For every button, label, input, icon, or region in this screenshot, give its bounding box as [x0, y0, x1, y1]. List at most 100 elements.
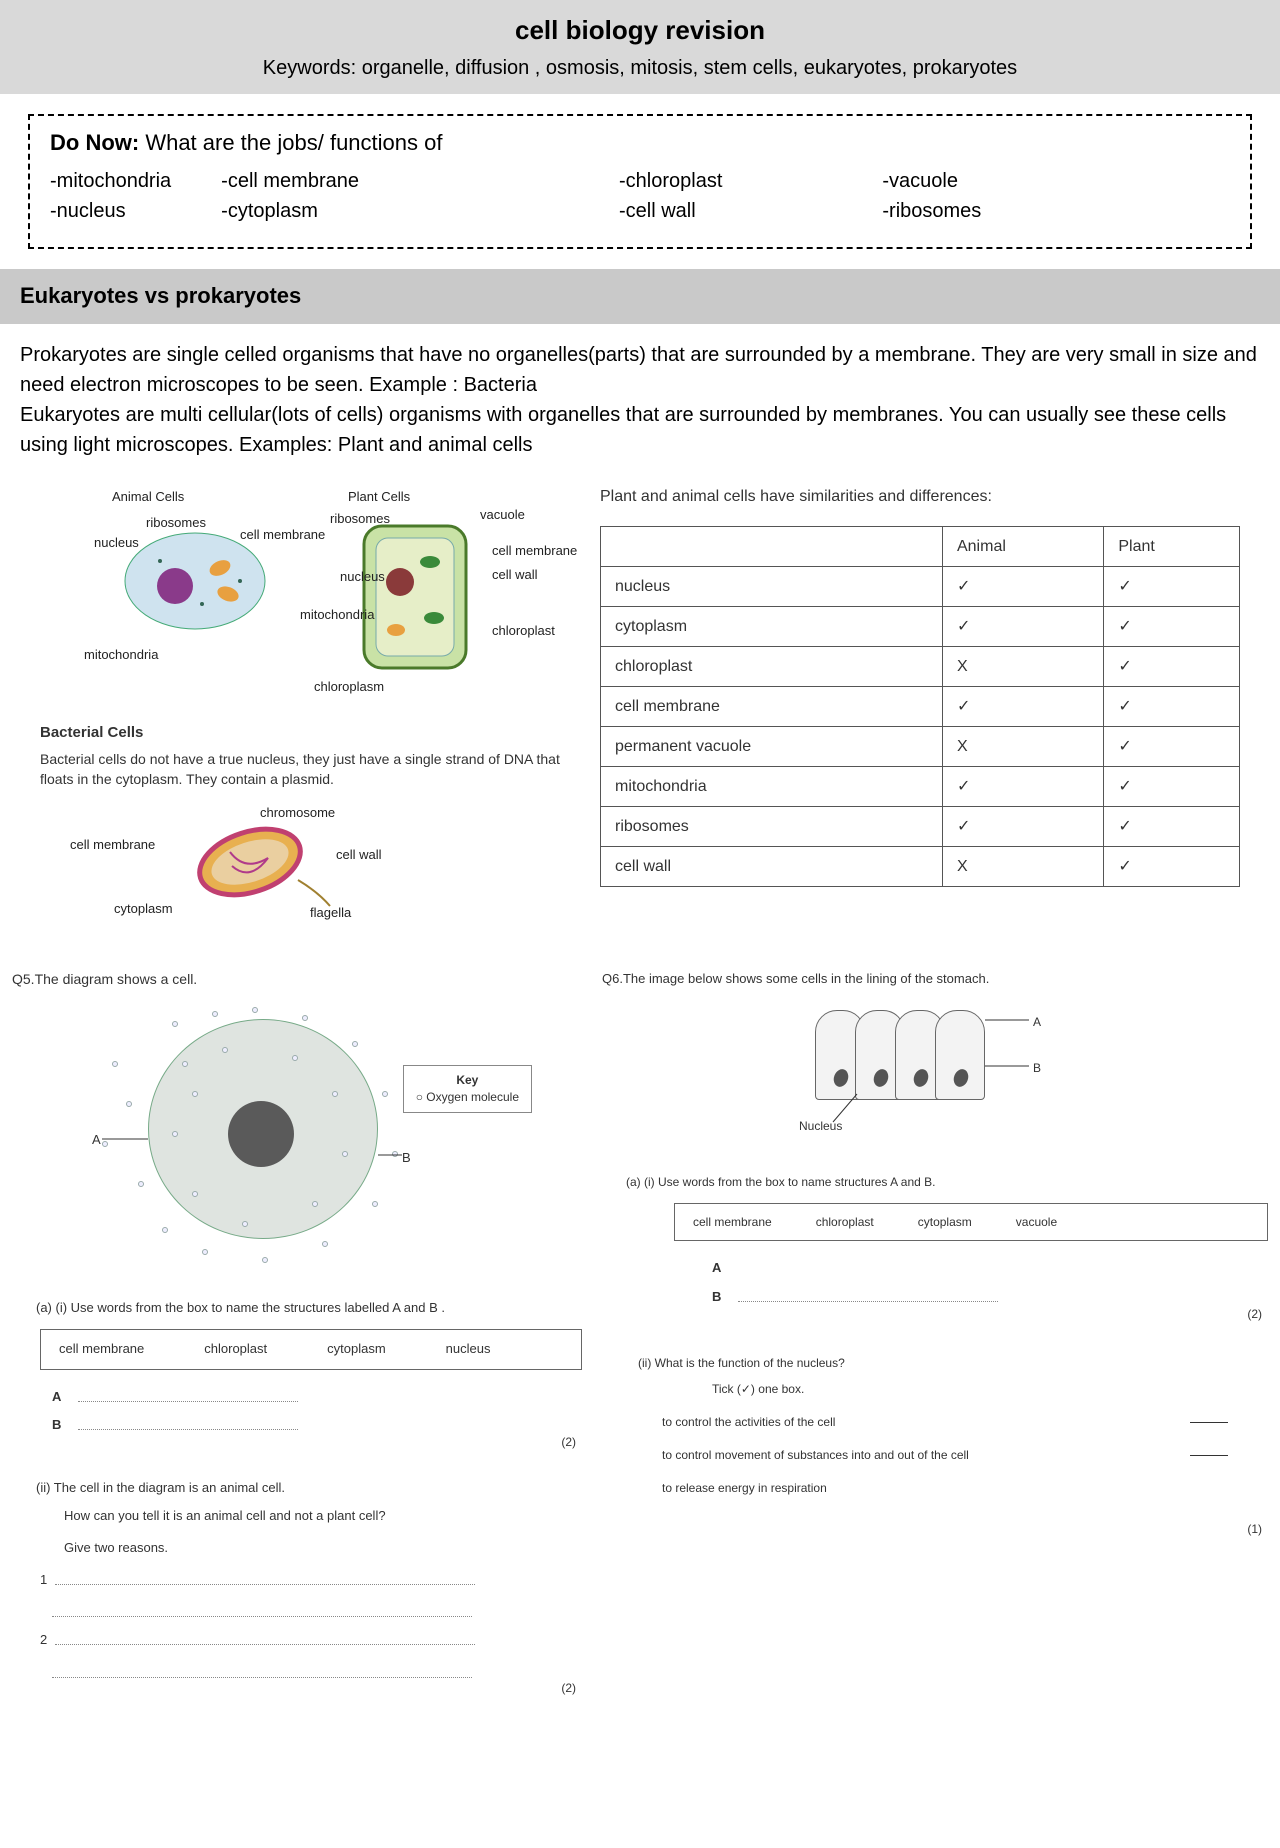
section-heading: Eukaryotes vs prokaryotes [0, 269, 1280, 324]
q5-reason-1b [52, 1603, 582, 1617]
q6-marks-2: (2) [602, 1306, 1268, 1323]
do-now-rest: What are the jobs/ functions of [139, 130, 442, 155]
table-row: permanent vacuoleX✓ [601, 727, 1240, 767]
lbl-vacuole: vacuole [480, 506, 525, 524]
opt-nucleus: nucleus [446, 1340, 491, 1358]
opt-chloroplast: chloroplast [204, 1340, 267, 1358]
q5-options: cell membrane chloroplast cytoplasm nucl… [40, 1329, 582, 1369]
q6-title: Q6.The image below shows some cells in t… [602, 970, 1268, 988]
table-row: ribosomes✓✓ [601, 807, 1240, 847]
plant-title: Plant Cells [348, 488, 410, 506]
bacterial-diagram: chromosome cell membrane cell wall cytop… [40, 800, 580, 950]
lbl-wall: cell wall [492, 566, 538, 584]
q6-opt-chloroplast: chloroplast [816, 1214, 874, 1231]
q5-answer-a: A [52, 1388, 582, 1406]
cell-diagrams: Animal Cells Plant Cells ribosomes cell … [40, 486, 580, 706]
q6-b: B [1033, 1060, 1041, 1077]
keywords: Keywords: organelle, diffusion , osmosis… [20, 54, 1260, 82]
item-ribosomes: -ribosomes [882, 197, 981, 225]
q6-blank-b[interactable] [738, 1288, 998, 1302]
q5-blank-b[interactable] [78, 1416, 298, 1430]
do-now-col-4: -vacuole -ribosomes [882, 167, 981, 225]
q6-options: cell membrane chloroplast cytoplasm vacu… [674, 1203, 1268, 1242]
compare-table: Animal Plant nucleus✓✓ cytoplasm✓✓ chlor… [600, 526, 1240, 887]
q5-reason-2: 2 [40, 1631, 582, 1649]
q6-a: A [1033, 1014, 1041, 1031]
q6: Q6.The image below shows some cells in t… [602, 970, 1268, 1697]
item-cell-membrane: -cell membrane [221, 167, 359, 195]
lbl-ribosomes-p: ribosomes [330, 510, 390, 528]
do-now-col-3: -chloroplast -cell wall [619, 167, 722, 225]
table-intro: Plant and animal cells have similarities… [600, 486, 1240, 508]
bacterial-title: Bacterial Cells [40, 722, 580, 743]
table-body: nucleus✓✓ cytoplasm✓✓ chloroplastX✓ cell… [601, 567, 1240, 887]
q6-answer-a: A [712, 1259, 1268, 1277]
q5-blank-1b[interactable] [52, 1603, 472, 1617]
opt-cytoplasm: cytoplasm [327, 1340, 386, 1358]
q6-tick-row-3: to release energy in respiration [662, 1480, 1228, 1497]
lbl-ribosomes-a: ribosomes [146, 514, 206, 532]
bacterial-desc: Bacterial cells do not have a true nucle… [40, 749, 580, 790]
q5-aii-give: Give two reasons. [64, 1539, 582, 1557]
q6-tick-row-1: to control the activities of the cell [662, 1414, 1228, 1431]
q6-ai: (a) (i) Use words from the box to name s… [626, 1174, 1268, 1191]
table-row: cytoplasm✓✓ [601, 607, 1240, 647]
item-cell-wall: -cell wall [619, 197, 722, 225]
table-header-row: Animal Plant [601, 527, 1240, 567]
q5-diagram: Key ○ Oxygen molecule A B [92, 1001, 492, 1281]
tick-box-1[interactable] [1190, 1422, 1228, 1423]
q5-aii-pre: (ii) The cell in the diagram is an anima… [36, 1479, 582, 1497]
q6-opt-vacuole: vacuole [1016, 1214, 1057, 1231]
q6-tick: Tick (✓) one box. [712, 1381, 1268, 1398]
th-animal: Animal [942, 527, 1103, 567]
lbl-flagella: flagella [310, 904, 351, 922]
q6-opt-membrane: cell membrane [693, 1214, 772, 1231]
item-mitochondria: -mitochondria [50, 167, 171, 195]
section-body: Prokaryotes are single celled organisms … [0, 324, 1280, 476]
lbl-nucleus-p: nucleus [340, 568, 385, 586]
header: cell biology revision Keywords: organell… [0, 0, 1280, 94]
q6-marks-1: (1) [602, 1521, 1268, 1538]
lbl-membrane-a: cell membrane [240, 526, 325, 544]
do-now-bold: Do Now: [50, 130, 139, 155]
q6-ii: (ii) What is the function of the nucleus… [638, 1355, 1268, 1372]
item-vacuole: -vacuole [882, 167, 981, 195]
th-empty [601, 527, 943, 567]
do-now-section: Do Now: What are the jobs/ functions of … [0, 94, 1280, 269]
q6-nucleus-lbl: Nucleus [799, 1118, 842, 1135]
table-col: Plant and animal cells have similarities… [600, 486, 1240, 950]
do-now-grid: -mitochondria -nucleus -cell membrane -c… [50, 167, 1230, 225]
page-title: cell biology revision [20, 12, 1260, 48]
q6-answer-b: B [712, 1288, 1268, 1306]
lbl-bact-membrane: cell membrane [70, 836, 155, 854]
item-chloroplast: -chloroplast [619, 167, 722, 195]
item-nucleus: -nucleus [50, 197, 171, 225]
q5-blank-2b[interactable] [52, 1664, 472, 1678]
do-now-box: Do Now: What are the jobs/ functions of … [28, 114, 1252, 249]
table-row: cell membrane✓✓ [601, 687, 1240, 727]
questions-row: Q5.The diagram shows a cell. Key ○ Oxyge… [0, 950, 1280, 1717]
tick-box-2[interactable] [1190, 1455, 1228, 1456]
lbl-bact-wall: cell wall [336, 846, 382, 864]
q5-blank-a[interactable] [78, 1388, 298, 1402]
q6-opt3: to release energy in respiration [662, 1480, 827, 1497]
q6-tick-row-2: to control movement of substances into a… [662, 1447, 1228, 1464]
q5-reason-2b [52, 1664, 582, 1678]
animal-title: Animal Cells [112, 488, 184, 506]
th-plant: Plant [1104, 527, 1240, 567]
q5-reason-1: 1 [40, 1571, 582, 1589]
lbl-chloroplasm: chloroplasm [314, 678, 384, 696]
q5-aii-q: How can you tell it is an animal cell an… [64, 1507, 582, 1525]
q5-ai: (a) (i) Use words from the box to name t… [36, 1299, 582, 1317]
diagrams-row: Animal Cells Plant Cells ribosomes cell … [0, 476, 1280, 950]
q5-answer-b: B [52, 1416, 582, 1434]
do-now-col-1: -mitochondria -nucleus [50, 167, 171, 225]
lbl-chromosome: chromosome [260, 804, 335, 822]
q5-blank-2[interactable] [55, 1631, 475, 1645]
q5-blank-1[interactable] [55, 1571, 475, 1585]
lbl-chloroplast: chloroplast [492, 622, 555, 640]
table-row: chloroplastX✓ [601, 647, 1240, 687]
diagrams-left: Animal Cells Plant Cells ribosomes cell … [40, 486, 580, 950]
lbl-mito-p: mitochondria [300, 606, 374, 624]
table-row: mitochondria✓✓ [601, 767, 1240, 807]
